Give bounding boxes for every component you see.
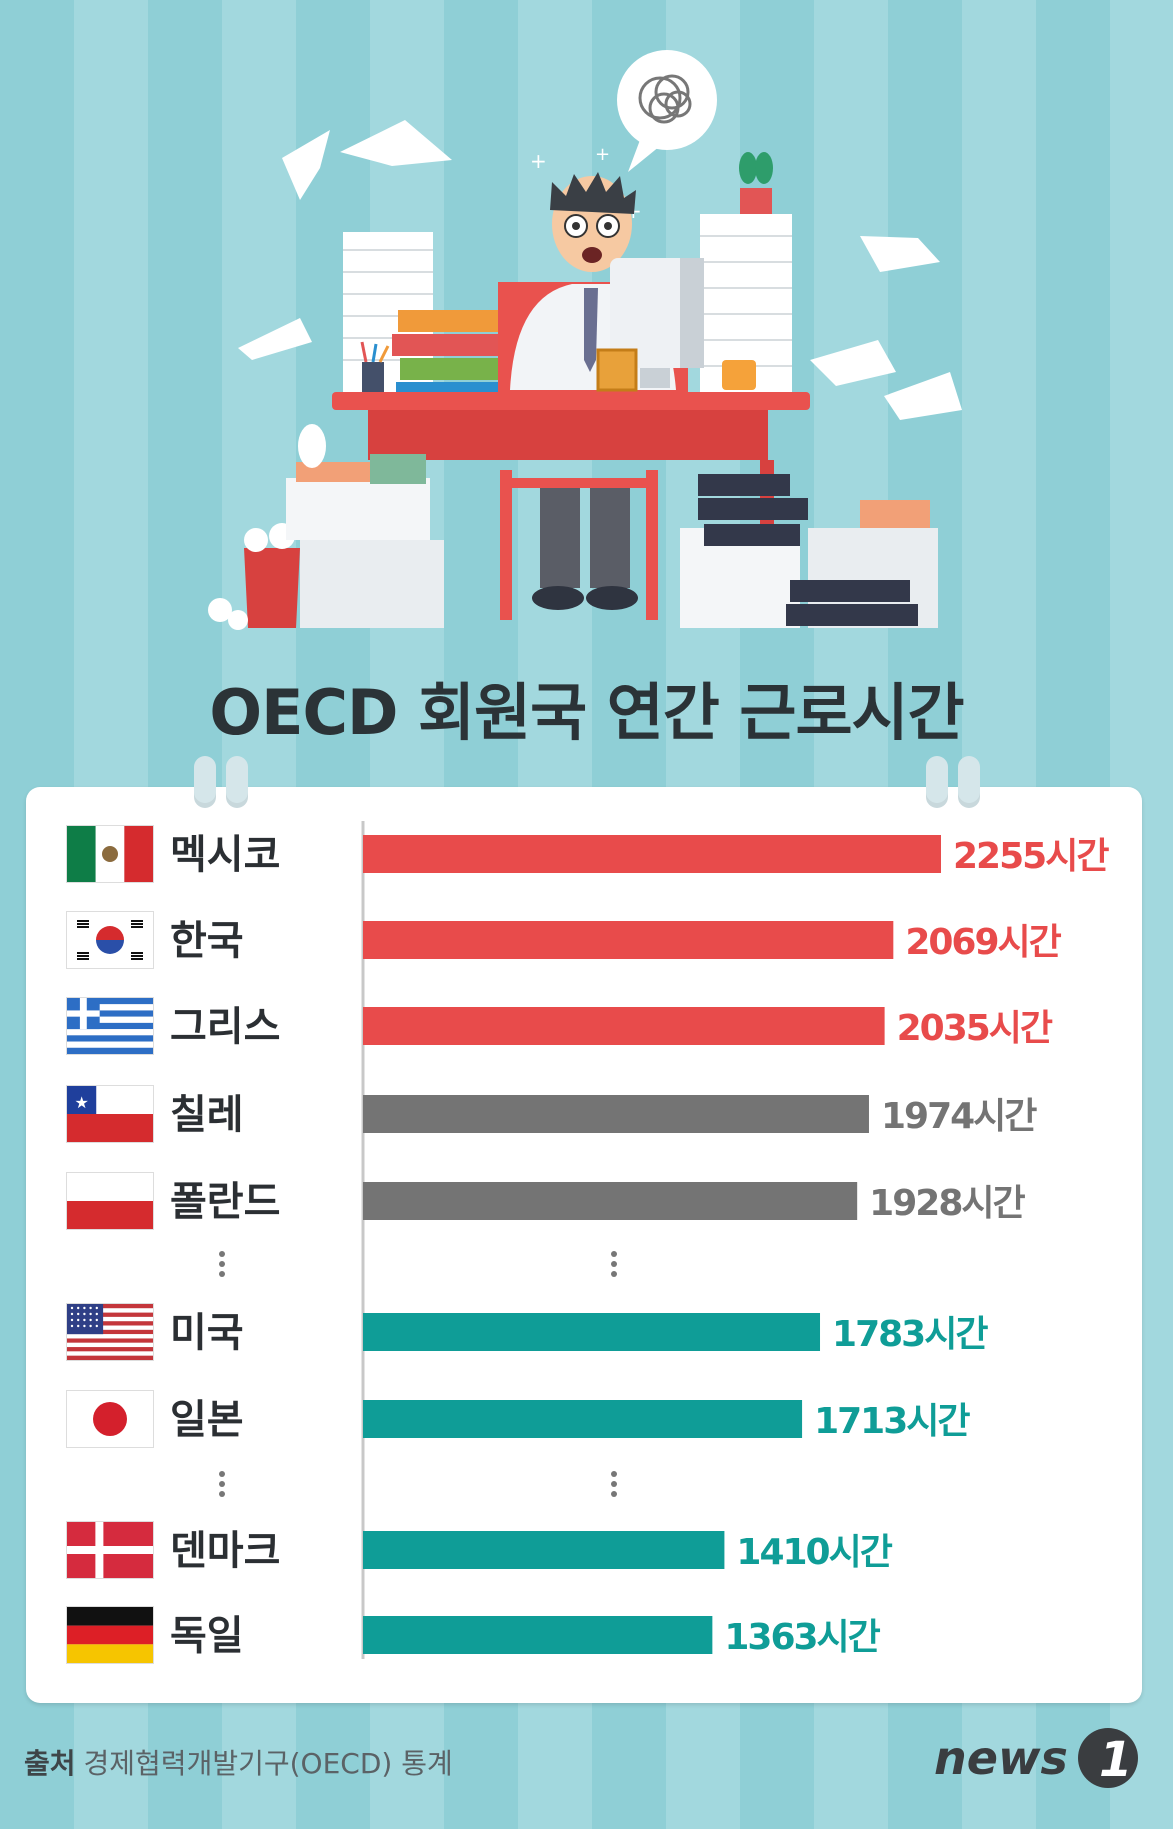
value-label: 1363시간: [724, 1617, 880, 1658]
mexico-flag-icon: [66, 825, 154, 883]
computer-monitor-icon: [610, 258, 704, 388]
bar: [363, 921, 894, 959]
news1-logo: news 1: [934, 1728, 1138, 1788]
trash-bin-icon: [208, 523, 300, 630]
value-label: 2069시간: [905, 922, 1061, 963]
value-label: 1410시간: [736, 1532, 892, 1573]
bar: [363, 1531, 725, 1569]
category-label: 칠레: [170, 1092, 244, 1138]
binders-right-icon: [680, 474, 938, 628]
source-label: 출처: [24, 1747, 76, 1780]
quote-mark-right-icon: [926, 756, 986, 812]
desk-icon: [332, 392, 810, 620]
greece-flag-icon: [66, 997, 154, 1055]
value-label: 1713시간: [814, 1401, 970, 1442]
usa-flag-icon: [66, 1303, 154, 1361]
value-label: 2255시간: [953, 836, 1109, 877]
category-label: 멕시코: [170, 832, 280, 878]
bar: [363, 1313, 821, 1351]
value-label: 1974시간: [881, 1096, 1037, 1137]
category-label: 미국: [170, 1310, 244, 1356]
bar: [363, 1400, 803, 1438]
category-label: 일본: [170, 1397, 244, 1443]
poland-flag-icon: [66, 1172, 154, 1230]
paper-stack-left-icon: [343, 232, 506, 404]
category-label: 독일: [170, 1613, 244, 1659]
korea-flag-icon: [66, 911, 154, 969]
category-label: 덴마크: [170, 1528, 280, 1574]
value-label: 1783시간: [832, 1314, 988, 1355]
stressed-worker-icon: [498, 172, 688, 610]
chile-flag-icon: ★: [66, 1085, 154, 1143]
japan-flag-icon: [66, 1390, 154, 1448]
paper-stack-right-icon: [700, 152, 792, 392]
germany-flag-icon: [66, 1606, 154, 1664]
bar: [363, 1007, 885, 1045]
bar: [363, 1182, 858, 1220]
denmark-flag-icon: [66, 1521, 154, 1579]
bar: [363, 1095, 869, 1133]
quote-mark-left-icon: [194, 756, 254, 812]
bar: [363, 1616, 713, 1654]
flying-papers-icon: [238, 120, 962, 420]
thought-bubble-icon: [617, 50, 717, 172]
storage-boxes-left-icon: [286, 424, 444, 628]
category-label: 한국: [170, 918, 244, 964]
omission-dots-icon: [219, 1471, 225, 1497]
category-label: 그리스: [170, 1004, 280, 1050]
omission-dots-icon: [611, 1471, 617, 1497]
source-text: 경제협력개발기구(OECD) 통계: [83, 1747, 453, 1780]
omission-dots-icon: [219, 1251, 225, 1277]
value-label: 1928시간: [869, 1183, 1025, 1224]
svg-text:★: ★: [74, 1093, 88, 1112]
category-label: 폴란드: [170, 1179, 280, 1225]
logo-mark: 1: [1099, 1732, 1132, 1788]
svg-text:+: +: [530, 149, 547, 173]
chart-title: OECD 회원국 연간 근로시간: [209, 676, 964, 749]
source-note: 출처 경제협력개발기구(OECD) 통계: [24, 1742, 453, 1782]
svg-text:+: +: [595, 144, 610, 165]
overworked-office-worker-illustration: +++: [208, 50, 962, 630]
value-label: 2035시간: [897, 1008, 1053, 1049]
bar: [363, 835, 941, 873]
omission-dots-icon: [611, 1251, 617, 1277]
logo-text: news: [934, 1731, 1068, 1785]
